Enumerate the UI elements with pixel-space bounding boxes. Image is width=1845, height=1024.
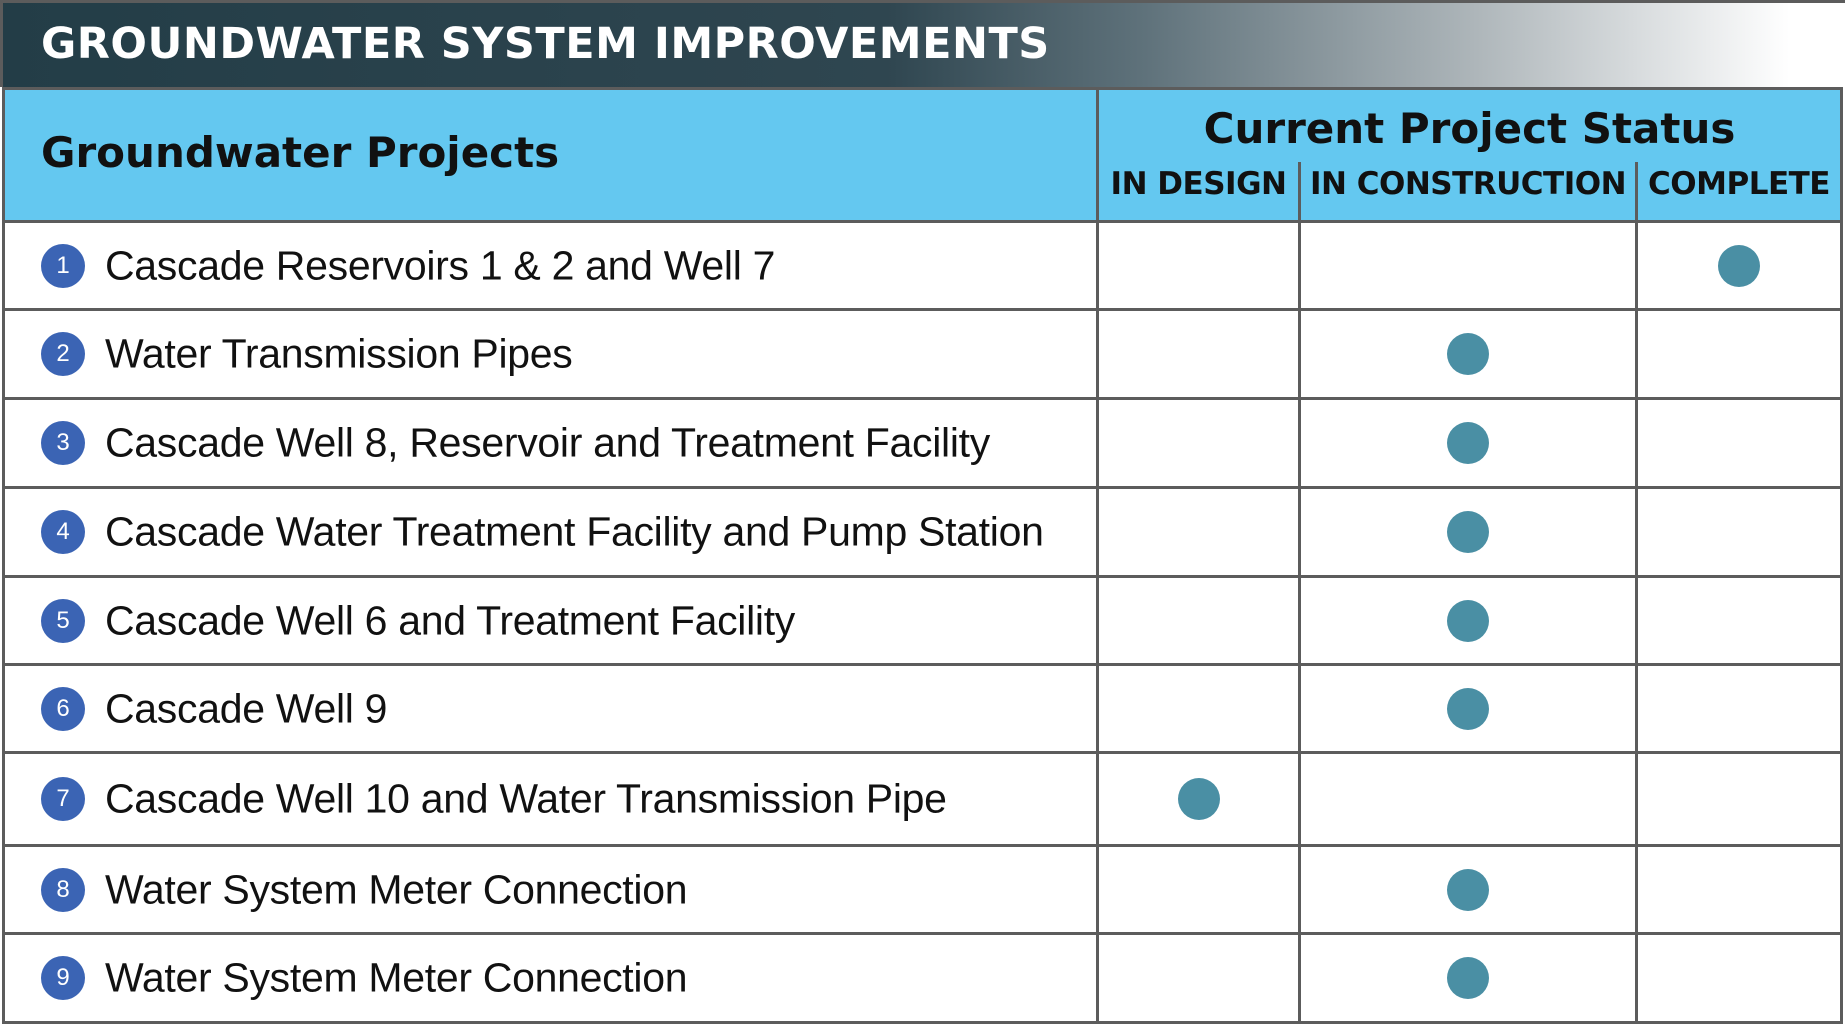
status-dot-icon <box>1447 957 1489 999</box>
status-cell-in-design <box>1096 575 1301 666</box>
project-cell: 5 Cascade Well 6 and Treatment Facility <box>2 575 1099 666</box>
status-cell-in-construction <box>1298 486 1638 578</box>
status-cell-in-design <box>1096 220 1301 311</box>
status-group-label: Current Project Status <box>1203 104 1736 153</box>
status-dot-icon <box>1177 778 1220 820</box>
project-name: Water System Meter Connection <box>105 866 688 912</box>
column-header-complete: COMPLETE <box>1648 166 1830 202</box>
project-cell: 2 Water Transmission Pipes <box>2 308 1099 400</box>
project-number-badge: 1 <box>41 243 85 288</box>
status-cell-complete <box>1635 932 1843 1024</box>
status-cell-in-construction <box>1298 663 1638 754</box>
status-cell-complete <box>1635 308 1843 400</box>
project-name: Cascade Well 6 and Treatment Facility <box>105 597 796 643</box>
status-dot-icon <box>1447 599 1489 642</box>
status-cell-in-construction <box>1298 844 1638 935</box>
status-dot-icon <box>1447 687 1489 730</box>
status-dot-icon <box>1447 868 1489 911</box>
status-cell-in-construction <box>1298 308 1638 400</box>
status-cell-complete <box>1635 486 1843 578</box>
status-dot-icon <box>1447 333 1489 375</box>
project-cell: 1 Cascade Reservoirs 1 & 2 and Well 7 <box>2 220 1099 311</box>
status-cell-in-construction <box>1298 575 1638 666</box>
project-name: Cascade Well 8, Reservoir and Treatment … <box>105 419 990 466</box>
project-status-table: Groundwater Projects Current Project Sta… <box>2 87 1843 1024</box>
projects-column-header: Groundwater Projects <box>2 87 1099 223</box>
project-number-badge: 4 <box>41 510 85 554</box>
project-cell: 4 Cascade Water Treatment Facility and Pu… <box>2 486 1099 578</box>
column-header-in-design: IN DESIGN <box>1099 162 1301 220</box>
status-cell-in-construction <box>1298 932 1638 1024</box>
status-dot-icon <box>1447 511 1489 553</box>
status-cell-in-design <box>1096 397 1301 489</box>
table-row: 5 Cascade Well 6 and Treatment Facility <box>2 575 1843 666</box>
page-title: GROUNDWATER SYSTEM IMPROVEMENTS <box>41 19 1050 69</box>
table-row: 6 Cascade Well 9 <box>2 663 1843 754</box>
status-cell-in-design <box>1096 663 1301 754</box>
table-row: 9 Water System Meter Connection <box>2 932 1843 1024</box>
status-cell-complete <box>1635 397 1843 489</box>
project-cell: 7 Cascade Well 10 and Water Transmission … <box>2 751 1099 847</box>
status-dot-icon <box>1718 244 1760 287</box>
project-cell: 3 Cascade Well 8, Reservoir and Treatment… <box>2 397 1099 489</box>
project-number-badge: 2 <box>41 332 85 376</box>
status-cell-in-design <box>1096 751 1301 847</box>
status-subheaders: IN DESIGN IN CONSTRUCTION COMPLETE <box>1099 162 1840 220</box>
project-name: Cascade Well 9 <box>105 685 388 731</box>
status-cell-in-design <box>1096 308 1301 400</box>
project-name: Water Transmission Pipes <box>105 330 573 377</box>
status-column-header: Current Project Status IN DESIGN IN CONS… <box>1096 87 1843 223</box>
project-number-badge: 6 <box>41 686 85 731</box>
projects-column-label: Groundwater Projects <box>41 128 560 177</box>
project-name: Cascade Water Treatment Facility and Pum… <box>105 508 1044 555</box>
status-cell-in-design <box>1096 486 1301 578</box>
title-bar: GROUNDWATER SYSTEM IMPROVEMENTS <box>0 0 1845 87</box>
status-cell-complete <box>1635 751 1843 847</box>
status-cell-in-design <box>1096 932 1301 1024</box>
status-cell-in-construction <box>1298 397 1638 489</box>
status-cell-complete <box>1635 575 1843 666</box>
project-number-badge: 7 <box>41 777 85 821</box>
status-cell-in-construction <box>1298 751 1638 847</box>
project-cell: 6 Cascade Well 9 <box>2 663 1099 754</box>
project-name: Cascade Reservoirs 1 & 2 and Well 7 <box>105 242 776 288</box>
table-row: 8 Water System Meter Connection <box>2 844 1843 935</box>
project-name: Water System Meter Connection <box>105 954 688 1001</box>
status-cell-complete <box>1635 844 1843 935</box>
status-dot-icon <box>1447 422 1489 464</box>
table-row: 7 Cascade Well 10 and Water Transmission … <box>2 751 1843 847</box>
project-cell: 9 Water System Meter Connection <box>2 932 1099 1024</box>
table-row: 4 Cascade Water Treatment Facility and Pu… <box>2 486 1843 578</box>
table-row: 3 Cascade Well 8, Reservoir and Treatment… <box>2 397 1843 489</box>
status-cell-complete <box>1635 663 1843 754</box>
project-rows: 1 Cascade Reservoirs 1 & 2 and Well 7 2 Wat… <box>2 220 1843 1024</box>
status-cell-in-construction <box>1298 220 1638 311</box>
project-number-badge: 9 <box>41 956 85 1000</box>
table-row: 1 Cascade Reservoirs 1 & 2 and Well 7 <box>2 220 1843 311</box>
project-name: Cascade Well 10 and Water Transmission P… <box>105 775 947 822</box>
table-row: 2 Water Transmission Pipes <box>2 308 1843 400</box>
status-cell-in-design <box>1096 844 1301 935</box>
column-header-in-construction: IN CONSTRUCTION <box>1301 162 1638 220</box>
project-number-badge: 5 <box>41 598 85 643</box>
project-number-badge: 3 <box>41 421 85 465</box>
project-number-badge: 8 <box>41 867 85 912</box>
header-row: Groundwater Projects Current Project Sta… <box>2 87 1843 223</box>
status-cell-complete <box>1635 220 1843 311</box>
project-cell: 8 Water System Meter Connection <box>2 844 1099 935</box>
